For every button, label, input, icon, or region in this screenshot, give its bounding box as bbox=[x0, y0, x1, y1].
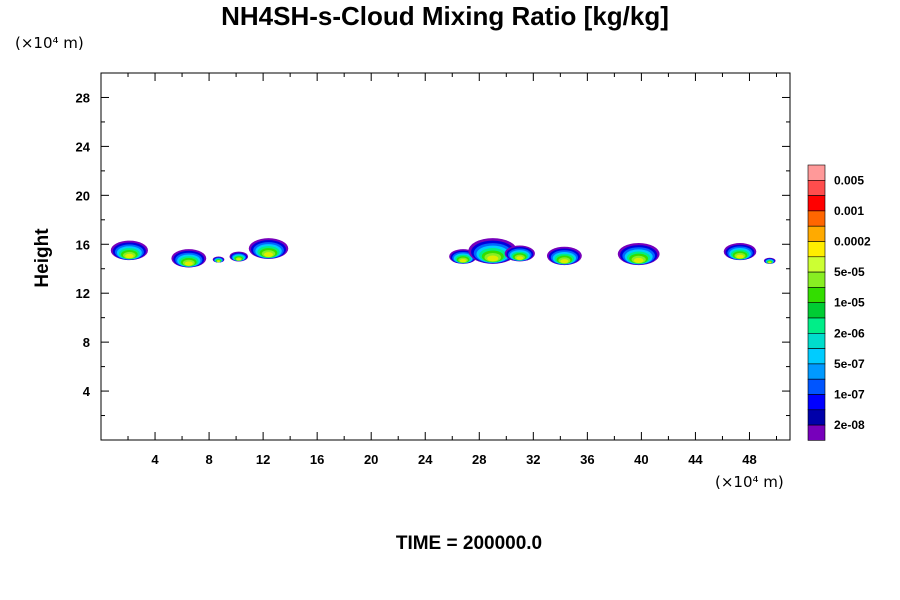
colorbar-label: 2e-06 bbox=[834, 326, 865, 340]
colorbar: 0.005 0.001 0.0002 5e-05 1e-05 2e-06 5e-07 1e-0… bbox=[807, 164, 871, 441]
y-tick-label: 8 bbox=[83, 335, 90, 350]
cloud-contour bbox=[736, 254, 744, 259]
colorbar-swatch bbox=[807, 271, 826, 288]
cloud-contour bbox=[217, 260, 220, 263]
x-tick-label: 36 bbox=[580, 452, 594, 467]
colorbar-swatch bbox=[807, 287, 826, 303]
cloud-contour bbox=[516, 256, 524, 260]
colorbar-label: 0.005 bbox=[834, 173, 864, 187]
colorbar-swatch bbox=[807, 317, 826, 334]
colorbar-label: 2e-08 bbox=[834, 418, 865, 432]
cloud-blob bbox=[763, 257, 776, 264]
x-tick-label: 28 bbox=[472, 452, 486, 467]
cloud-blob bbox=[723, 243, 757, 261]
x-tick-label: 4 bbox=[151, 452, 159, 467]
cloud-blob bbox=[212, 256, 225, 263]
y-tick-label: 4 bbox=[83, 384, 91, 399]
colorbar-swatch bbox=[807, 394, 826, 411]
y-tick-label: 16 bbox=[76, 237, 90, 252]
cloud-blob bbox=[468, 238, 518, 264]
y-axis: 4 8 12 16 20 24 28 bbox=[76, 90, 790, 417]
cloud-contour bbox=[263, 252, 274, 257]
cloud-blob bbox=[504, 245, 535, 262]
colorbar-label: 0.0002 bbox=[834, 235, 871, 249]
y-unit-label: (×10⁴ m) bbox=[15, 34, 84, 52]
colorbar-label: 5e-07 bbox=[834, 357, 865, 371]
colorbar-swatch bbox=[807, 348, 826, 365]
x-tick-label: 48 bbox=[742, 452, 756, 467]
colorbar-swatch bbox=[807, 180, 826, 196]
colorbar-swatch bbox=[807, 409, 826, 426]
colorbar-swatch bbox=[807, 302, 826, 319]
colorbar-label: 0.001 bbox=[834, 204, 864, 218]
cloud-contour bbox=[487, 255, 499, 262]
colorbar-swatch bbox=[807, 210, 826, 227]
cloud-contour bbox=[633, 257, 644, 263]
colorbar-swatch bbox=[807, 424, 826, 441]
x-tick-label: 32 bbox=[526, 452, 540, 467]
y-tick-label: 24 bbox=[76, 139, 91, 154]
y-tick-label: 12 bbox=[76, 286, 90, 301]
colorbar-swatch bbox=[807, 241, 826, 258]
cloud-blob bbox=[546, 246, 582, 266]
cloud-contour bbox=[560, 259, 569, 264]
colorbar-swatch bbox=[807, 332, 826, 349]
x-tick-label: 44 bbox=[688, 452, 703, 467]
cloud-contour bbox=[125, 253, 134, 259]
cloud-contour bbox=[236, 258, 241, 261]
cloud-blob bbox=[248, 238, 289, 259]
colorbar-swatch bbox=[807, 363, 826, 380]
cloud-contour bbox=[459, 259, 467, 263]
y-tick-label: 20 bbox=[76, 188, 90, 203]
x-tick-label: 8 bbox=[205, 452, 212, 467]
y-axis-label: Height bbox=[32, 228, 53, 288]
x-tick-label: 12 bbox=[256, 452, 270, 467]
x-tick-label: 16 bbox=[310, 452, 324, 467]
colorbar-swatch bbox=[807, 256, 826, 273]
colorbar-label: 1e-05 bbox=[834, 296, 865, 310]
cloud-contour bbox=[184, 261, 193, 266]
plot-frame bbox=[100, 72, 791, 441]
colorbar-swatch bbox=[807, 164, 826, 181]
colorbar-swatch bbox=[807, 378, 826, 395]
cloud-field bbox=[110, 238, 776, 268]
y-tick-label: 28 bbox=[76, 90, 90, 105]
cloud-blob bbox=[617, 243, 660, 266]
cloud-blob bbox=[449, 249, 478, 264]
cloud-blob bbox=[171, 249, 207, 268]
x-unit-label: (×10⁴ m) bbox=[715, 473, 784, 491]
x-axis: 4 8 12 16 20 24 28 32 36 40 44 48 bbox=[127, 73, 777, 467]
cloud-contour bbox=[768, 261, 772, 264]
time-footer: TIME = 200000.0 bbox=[396, 533, 542, 554]
x-tick-label: 40 bbox=[634, 452, 648, 467]
cloud-blob bbox=[229, 251, 249, 262]
x-tick-label: 20 bbox=[364, 452, 378, 467]
cloud-blob bbox=[110, 240, 148, 261]
colorbar-label: 1e-07 bbox=[834, 388, 865, 402]
colorbar-label: 5e-05 bbox=[834, 265, 865, 279]
colorbar-swatch bbox=[807, 195, 826, 212]
colorbar-swatch bbox=[807, 225, 826, 242]
chart-title: NH4SH-s-Cloud Mixing Ratio [kg/kg] bbox=[221, 1, 669, 31]
x-tick-label: 24 bbox=[418, 452, 433, 467]
